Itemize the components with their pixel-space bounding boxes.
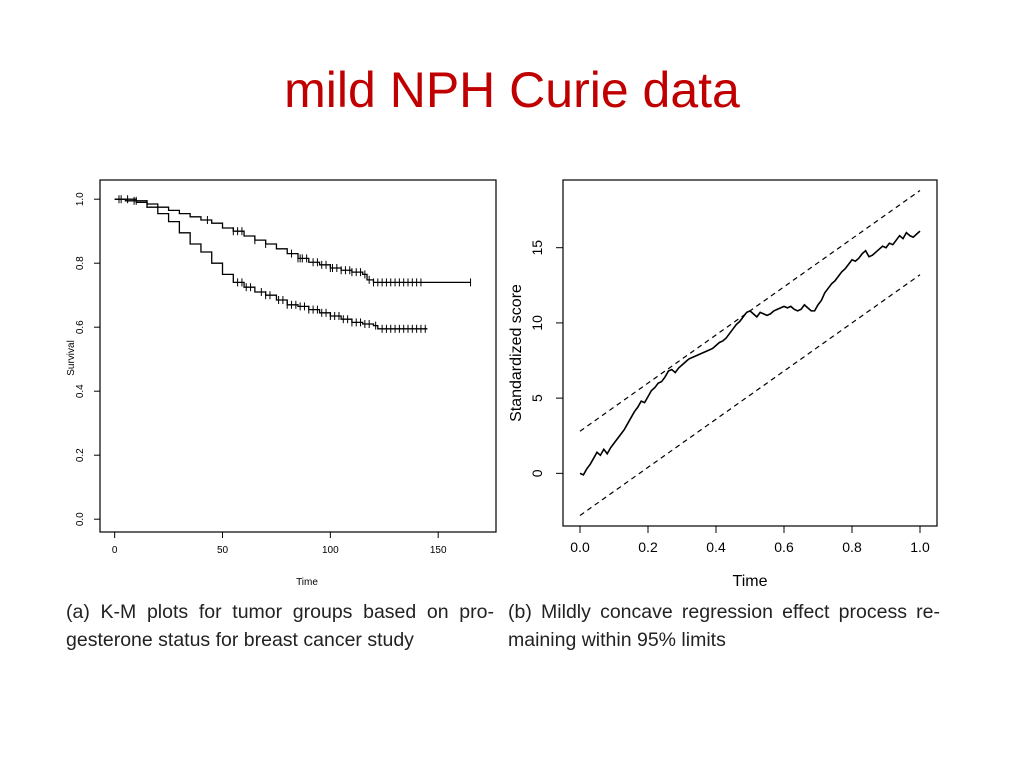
y-axis-label: Survival xyxy=(66,340,77,376)
x-axis-label: Time xyxy=(733,573,768,590)
x-tick-label: 0.2 xyxy=(638,539,658,555)
score-process-chart: 0.0 0.2 0.4 0.6 0.8 1.0 0 5 10 15 Time Standardiz… xyxy=(508,179,938,590)
y-tick-label: 0.0 xyxy=(75,512,86,526)
plot-frame xyxy=(562,179,938,527)
caption-left: (a) K-M plots for tumor groups based on … xyxy=(66,601,494,651)
caption-right: (b) Mildly concave regression effect pro… xyxy=(508,601,940,651)
confidence-limit-line xyxy=(579,190,921,432)
y-tick-label: 0.2 xyxy=(75,448,86,462)
y-tick-label: 0 xyxy=(529,469,545,477)
survival-curve-2 xyxy=(114,198,428,330)
x-tick-label: 100 xyxy=(322,545,339,556)
x-tick-label: 0.8 xyxy=(842,539,862,555)
y-tick-label: 0.6 xyxy=(75,320,86,334)
y-tick-label: 5 xyxy=(529,394,545,402)
y-tick-label: 10 xyxy=(529,315,545,331)
km-survival-chart: 0 50 100 150 0.0 0.2 0.4 0.6 0.8 1.0 Time Surviva… xyxy=(66,179,497,588)
score-process-line xyxy=(579,230,921,476)
confidence-limit-line xyxy=(579,274,921,516)
y-tick-label: 0.4 xyxy=(75,384,86,398)
x-tick-label: 0.0 xyxy=(570,539,590,555)
y-tick-label: 1.0 xyxy=(75,192,86,206)
x-axis-label: Time xyxy=(296,577,318,588)
y-tick-label: 15 xyxy=(529,240,545,256)
slide-title: mild NPH Curie data xyxy=(284,62,740,118)
x-tick-label: 150 xyxy=(430,545,447,556)
x-tick-label: 0 xyxy=(112,545,118,556)
plot-frame xyxy=(99,179,497,533)
y-axis-label: Standardized score xyxy=(508,284,525,422)
x-tick-label: 50 xyxy=(217,545,229,556)
survival-curve-1 xyxy=(114,198,471,284)
x-tick-label: 0.6 xyxy=(774,539,794,555)
x-tick-label: 1.0 xyxy=(910,539,930,555)
y-tick-label: 0.8 xyxy=(75,256,86,270)
x-tick-label: 0.4 xyxy=(706,539,726,555)
